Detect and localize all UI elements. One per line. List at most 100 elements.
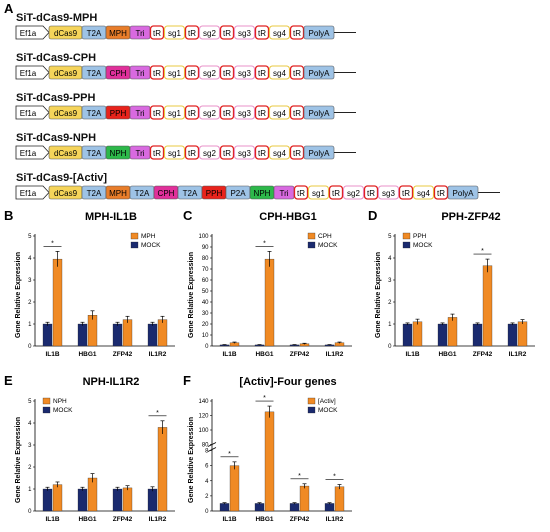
mock-bar xyxy=(77,488,88,512)
y-axis-label: Gene Relative Expression xyxy=(188,252,195,338)
y-tick-label: 8 xyxy=(205,449,209,455)
element-label: Tri xyxy=(135,69,144,78)
element-label: dCas9 xyxy=(54,109,78,118)
y-tick-label: 3 xyxy=(388,278,392,284)
trna-label: tR xyxy=(258,69,266,78)
mock-bar xyxy=(147,488,158,512)
y-tick-label: 2 xyxy=(205,494,209,500)
trna-box xyxy=(219,145,235,160)
promoter-label: Ef1a xyxy=(20,189,37,198)
trna-label: tR xyxy=(367,189,375,198)
element-label: CPH xyxy=(158,189,175,198)
treated-bar xyxy=(334,486,345,512)
promoter-arrow xyxy=(15,25,50,40)
legend-label: CPH xyxy=(318,233,332,240)
y-tick-label: 6 xyxy=(205,464,209,470)
y-tick-label: 100 xyxy=(198,234,209,240)
trna-label: tR xyxy=(153,109,161,118)
y-tick-label: 80 xyxy=(202,443,209,449)
treated-bar xyxy=(447,317,458,347)
x-tick-label: IL1B xyxy=(222,516,236,523)
treated-bar xyxy=(517,321,528,347)
trna-label: tR xyxy=(297,189,305,198)
y-tick-label: 4 xyxy=(205,479,209,485)
significance-star: * xyxy=(481,248,484,255)
element-label: dCas9 xyxy=(54,69,78,78)
panel-label: F xyxy=(183,373,191,388)
y-tick-label: 10 xyxy=(202,333,209,339)
sgrna-label: sg4 xyxy=(273,29,286,38)
sgrna-label: sg3 xyxy=(382,189,395,198)
significance-star: * xyxy=(156,410,159,417)
x-tick-label: ZFP42 xyxy=(290,516,310,523)
y-axis-label: Gene Relative Expression xyxy=(15,252,22,338)
sgrna-box xyxy=(268,65,291,80)
trna-box xyxy=(398,185,414,200)
treated-bar xyxy=(482,265,493,347)
sgrna-box xyxy=(198,65,221,80)
legend-label: MPH xyxy=(141,233,156,240)
sgrna-box xyxy=(233,65,256,80)
element-label: T2A xyxy=(87,189,102,198)
element-label: PolyA xyxy=(309,109,331,118)
significance-star: * xyxy=(263,395,266,402)
trna-label: tR xyxy=(188,69,196,78)
trna-label: tR xyxy=(223,29,231,38)
trna-box xyxy=(149,105,165,120)
y-tick-label: 60 xyxy=(202,278,209,284)
trna-box xyxy=(433,185,449,200)
x-tick-label: IL1B xyxy=(45,351,59,358)
chart-title: NPH-IL1R2 xyxy=(83,376,140,388)
y-tick-label: 5 xyxy=(28,234,32,240)
x-tick-label: IL1R2 xyxy=(509,351,527,358)
element-label: T2A xyxy=(135,189,150,198)
sgrna-label: sg4 xyxy=(273,149,286,158)
trna-label: tR xyxy=(153,69,161,78)
promoter-label: Ef1a xyxy=(20,69,37,78)
trna-label: tR xyxy=(153,29,161,38)
x-tick-label: HBG1 xyxy=(78,351,96,358)
y-tick-label: 2 xyxy=(28,465,32,471)
legend-swatch xyxy=(402,241,411,249)
sgrna-box xyxy=(233,105,256,120)
element-label: T2A xyxy=(87,149,102,158)
y-tick-label: 4 xyxy=(28,256,32,262)
treated-bar xyxy=(412,321,423,347)
treated-bar xyxy=(122,319,133,347)
sgrna-label: sg1 xyxy=(312,189,325,198)
legend-label: MOCK xyxy=(141,242,161,249)
y-tick-label: 4 xyxy=(388,256,392,262)
y-axis-label: Gene Relative Expression xyxy=(15,417,22,503)
mock-bar xyxy=(472,323,483,347)
mock-bar xyxy=(147,323,158,347)
trna-box xyxy=(184,145,200,160)
element-label: NPH xyxy=(110,149,127,158)
promoter-label: Ef1a xyxy=(20,149,37,158)
y-tick-label: 3 xyxy=(28,278,32,284)
element-label: dCas9 xyxy=(54,189,78,198)
element-label: T2A xyxy=(87,29,102,38)
chart-panel-d: D PPH-ZFP42 0 1 2 3 4 5 Gene Relative Expression… xyxy=(368,208,535,358)
sgrna-label: sg2 xyxy=(203,69,216,78)
y-tick-label: 0 xyxy=(28,344,32,350)
legend-label: MOCK xyxy=(318,242,338,249)
trna-label: tR xyxy=(258,109,266,118)
chart-title: [Activ]-Four genes xyxy=(239,376,336,388)
significance-star: * xyxy=(263,240,266,247)
element-label: T2A xyxy=(87,109,102,118)
trna-label: tR xyxy=(402,189,410,198)
treated-bar xyxy=(299,485,310,512)
chart-title: PPH-ZFP42 xyxy=(441,211,500,223)
treated-bar xyxy=(52,258,63,347)
mock-bar xyxy=(112,488,123,512)
y-axis-label: Gene Relative Expression xyxy=(188,417,195,503)
legend-label: [Activ] xyxy=(318,398,336,405)
y-tick-label: 2 xyxy=(388,300,392,306)
trna-label: tR xyxy=(223,69,231,78)
trna-label: tR xyxy=(293,149,301,158)
panel-label: E xyxy=(4,373,13,388)
element-label: NPH xyxy=(254,189,271,198)
promoter-arrow xyxy=(15,65,50,80)
